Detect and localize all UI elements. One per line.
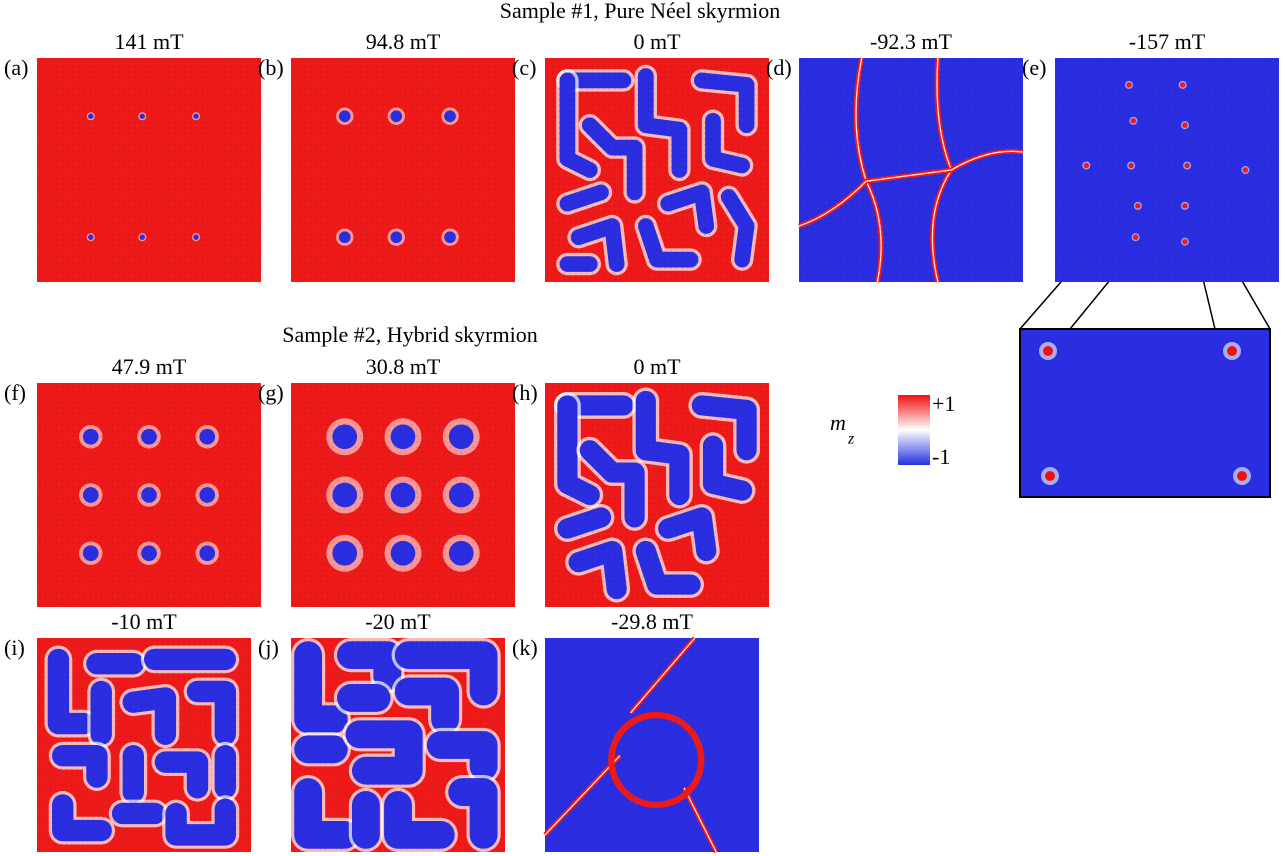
panel: [37, 638, 251, 852]
texture: [291, 58, 515, 282]
texture: [1055, 58, 1279, 282]
field-label: -157 mT: [1129, 29, 1206, 54]
panel: [545, 58, 769, 282]
panel-label: (i): [4, 635, 25, 660]
panel-label: (g): [258, 380, 284, 405]
panel-label: (j): [258, 635, 279, 660]
texture: [37, 383, 261, 607]
texture: [545, 58, 769, 282]
panel-label: (a): [4, 55, 28, 80]
texture: [37, 58, 261, 282]
panel-label: (c): [512, 55, 536, 80]
panel: [37, 383, 261, 607]
texture: [291, 638, 505, 852]
panel-label: (h): [512, 380, 538, 405]
colorbar-max: +1: [932, 391, 955, 416]
panel-label: (b): [258, 55, 284, 80]
field-label: -29.8 mT: [611, 609, 693, 634]
panel-label: (f): [4, 380, 26, 405]
panel-label: (d): [766, 55, 792, 80]
panel: [1055, 58, 1279, 282]
colorbar: m z +1 -1: [830, 391, 955, 469]
section-title: Sample #1, Pure Néel skyrmion: [500, 0, 780, 23]
field-label: -20 mT: [365, 609, 431, 634]
texture: [799, 58, 1023, 282]
field-label: 30.8 mT: [366, 354, 441, 379]
panel: [291, 638, 505, 852]
texture: [545, 638, 759, 852]
field-label: 94.8 mT: [366, 29, 441, 54]
colorbar-symbol: m: [830, 410, 846, 435]
field-label: -10 mT: [111, 609, 177, 634]
panel: [799, 58, 1023, 282]
panel-label: (k): [512, 635, 538, 660]
field-label: -92.3 mT: [870, 29, 952, 54]
panel: [291, 383, 515, 607]
texture: [545, 383, 769, 607]
panel: [545, 638, 759, 852]
field-label: 0 mT: [633, 29, 681, 54]
panel: [291, 58, 515, 282]
field-label: 141 mT: [114, 29, 184, 54]
panel: [37, 58, 261, 282]
texture: [291, 383, 515, 607]
texture: [37, 638, 251, 852]
section-title: Sample #2, Hybrid skyrmion: [282, 322, 537, 347]
panel: [545, 383, 769, 607]
field-label: 0 mT: [633, 354, 681, 379]
panel-label: (e): [1022, 55, 1046, 80]
field-label: 47.9 mT: [112, 354, 187, 379]
figure: Sample #1, Pure Néel skyrmion Sample #2,…: [0, 0, 1285, 856]
colorbar-subscript: z: [847, 431, 855, 448]
colorbar-min: -1: [932, 444, 950, 469]
